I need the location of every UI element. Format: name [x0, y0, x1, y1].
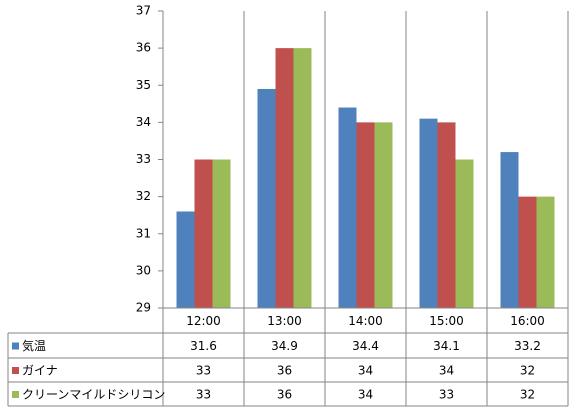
y-tick-label: 30	[136, 263, 151, 277]
bar	[338, 107, 357, 309]
table-value: 33	[196, 388, 211, 402]
legend-key	[12, 342, 19, 350]
y-tick-label: 33	[136, 152, 151, 166]
table-value: 36	[277, 364, 292, 378]
y-tick-label: 37	[136, 4, 151, 18]
table-value: 32	[520, 364, 535, 378]
legend-label: 気温	[22, 338, 46, 353]
table-value: 33.2	[514, 339, 541, 353]
table-value: 33	[196, 364, 211, 378]
table-value: 36	[277, 388, 292, 402]
legend-key	[12, 367, 19, 374]
bar	[356, 122, 375, 308]
bar	[536, 196, 555, 308]
x-tick-label: 16:00	[510, 314, 545, 328]
legend-key	[12, 391, 19, 398]
y-tick-label: 32	[136, 189, 151, 203]
x-tick-label: 12:00	[186, 314, 221, 328]
table-value: 34.4	[352, 339, 379, 353]
bar	[212, 159, 231, 308]
legend-label: ガイナ	[22, 364, 58, 378]
table-value: 34.9	[271, 339, 298, 353]
bar	[194, 159, 213, 308]
y-tick-label: 36	[136, 41, 151, 55]
x-tick-label: 13:00	[267, 314, 302, 328]
y-tick-label: 31	[136, 226, 151, 240]
bar	[518, 196, 537, 308]
x-tick-label: 15:00	[429, 314, 464, 328]
y-tick-label: 34	[136, 115, 151, 129]
bar	[293, 48, 312, 308]
bar	[176, 211, 195, 308]
x-tick-label: 14:00	[348, 314, 383, 328]
y-tick-label: 29	[136, 301, 151, 315]
bar	[437, 122, 456, 308]
table-value: 31.6	[190, 339, 217, 353]
table-value: 34	[439, 364, 454, 378]
y-tick-label: 35	[136, 78, 151, 92]
bar	[257, 88, 276, 309]
bar	[419, 118, 438, 308]
bar	[500, 152, 519, 308]
legend-label: クリーンマイルドシリコン	[22, 388, 165, 402]
table-value: 34	[358, 364, 373, 378]
table-value: 32	[520, 388, 535, 402]
bar	[455, 159, 474, 308]
table-value: 33	[439, 388, 454, 402]
bar	[374, 122, 393, 308]
table-value: 34	[358, 388, 373, 402]
table-value: 34.1	[433, 339, 460, 353]
bar	[275, 48, 294, 308]
